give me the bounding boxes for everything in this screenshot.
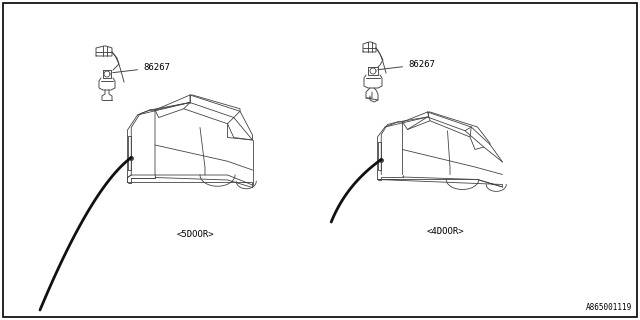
Text: <4DOOR>: <4DOOR> [426, 227, 464, 236]
Text: 86267: 86267 [378, 60, 435, 70]
Text: <5DOOR>: <5DOOR> [176, 230, 214, 239]
Text: A865001119: A865001119 [586, 303, 632, 312]
Text: 86267: 86267 [113, 63, 170, 73]
